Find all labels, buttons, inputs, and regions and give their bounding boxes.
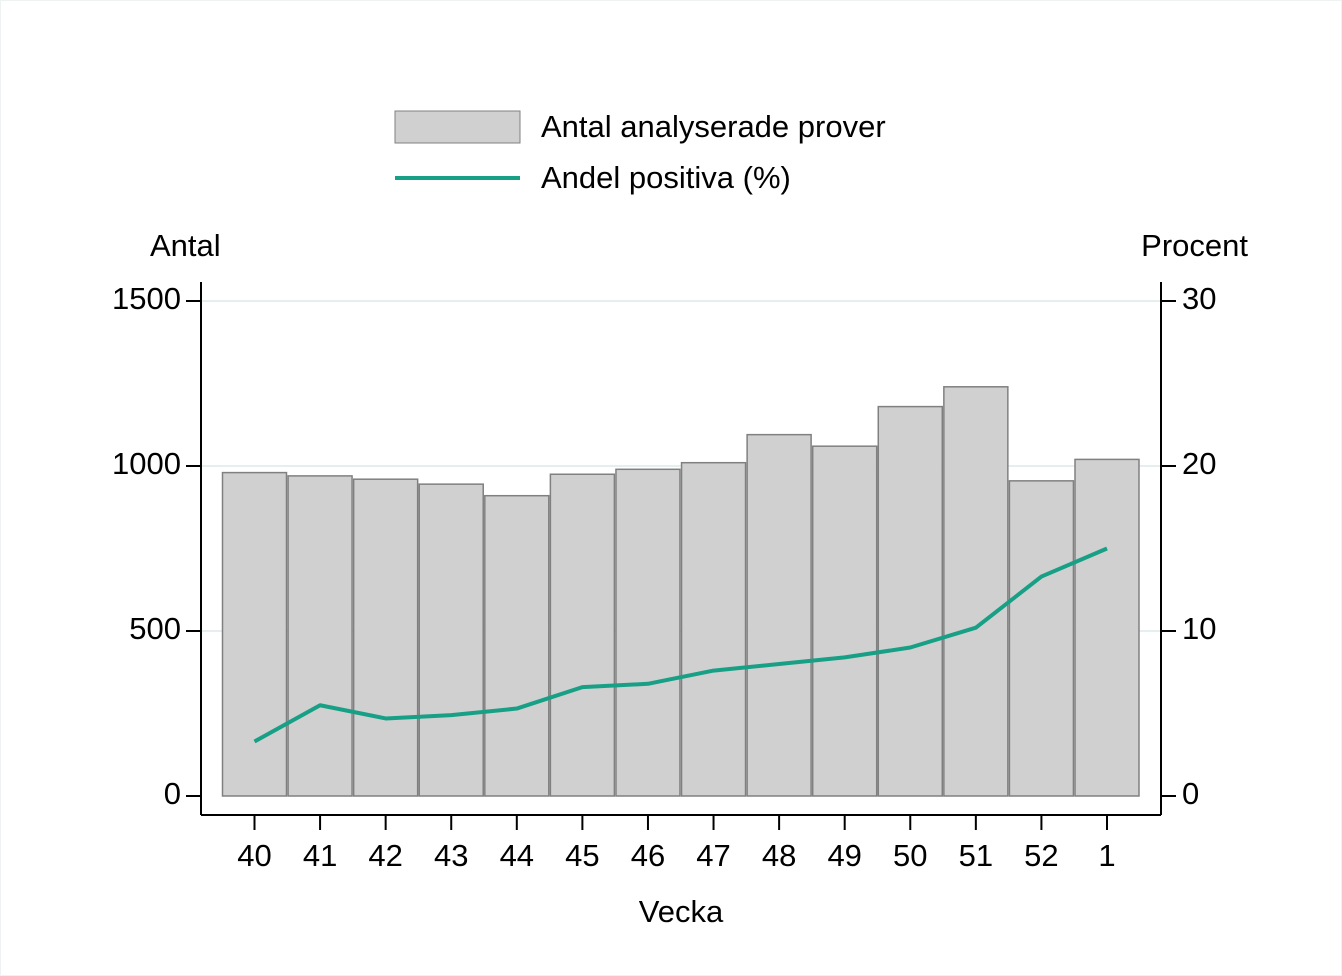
bar [615,468,681,797]
x-tick-label: 49 [827,838,861,873]
x-tick-label: 50 [893,838,927,873]
y2-tick-label: 0 [1182,776,1199,811]
bar [418,483,484,797]
x-tick-label: 1 [1098,838,1115,873]
x-tick-label: 41 [303,838,337,873]
x-tick-label: 42 [368,838,402,873]
x-tick-label: 44 [500,838,534,873]
bar [352,478,419,797]
x-tick-label: 43 [434,838,468,873]
bar [221,471,288,797]
bar [1074,458,1140,797]
bar [1008,480,1075,797]
line [253,546,1108,744]
y-tick-label: 1000 [112,446,181,481]
legend-label: Antal analyserade prover [541,109,886,144]
bar [746,433,812,797]
x-axis-title: Vecka [639,894,724,929]
x-tick-label: 45 [565,838,599,873]
y-tick-label: 500 [129,611,181,646]
bar [484,494,550,797]
x-tick-label: 40 [237,838,271,873]
x-tick-label: 48 [762,838,796,873]
y2-tick-label: 20 [1182,446,1216,481]
x-tick-label: 51 [959,838,993,873]
y2-axis-title: Procent [1141,228,1248,263]
y2-tick-label: 10 [1182,611,1216,646]
x-tick-label: 52 [1024,838,1058,873]
legend-label: Andel positiva (%) [541,160,791,195]
legend-swatch-bar [394,110,521,144]
bar [877,405,944,797]
bar [549,473,616,797]
x-tick-label: 47 [696,838,730,873]
bar [680,461,747,797]
x-tick-label: 46 [631,838,665,873]
y-tick-label: 1500 [112,281,181,316]
bar [811,445,878,797]
y-axis-title: Antal [150,228,221,263]
bar [943,386,1009,797]
bar [287,475,353,797]
y2-tick-label: 30 [1182,281,1216,316]
y-tick-label: 0 [164,776,181,811]
